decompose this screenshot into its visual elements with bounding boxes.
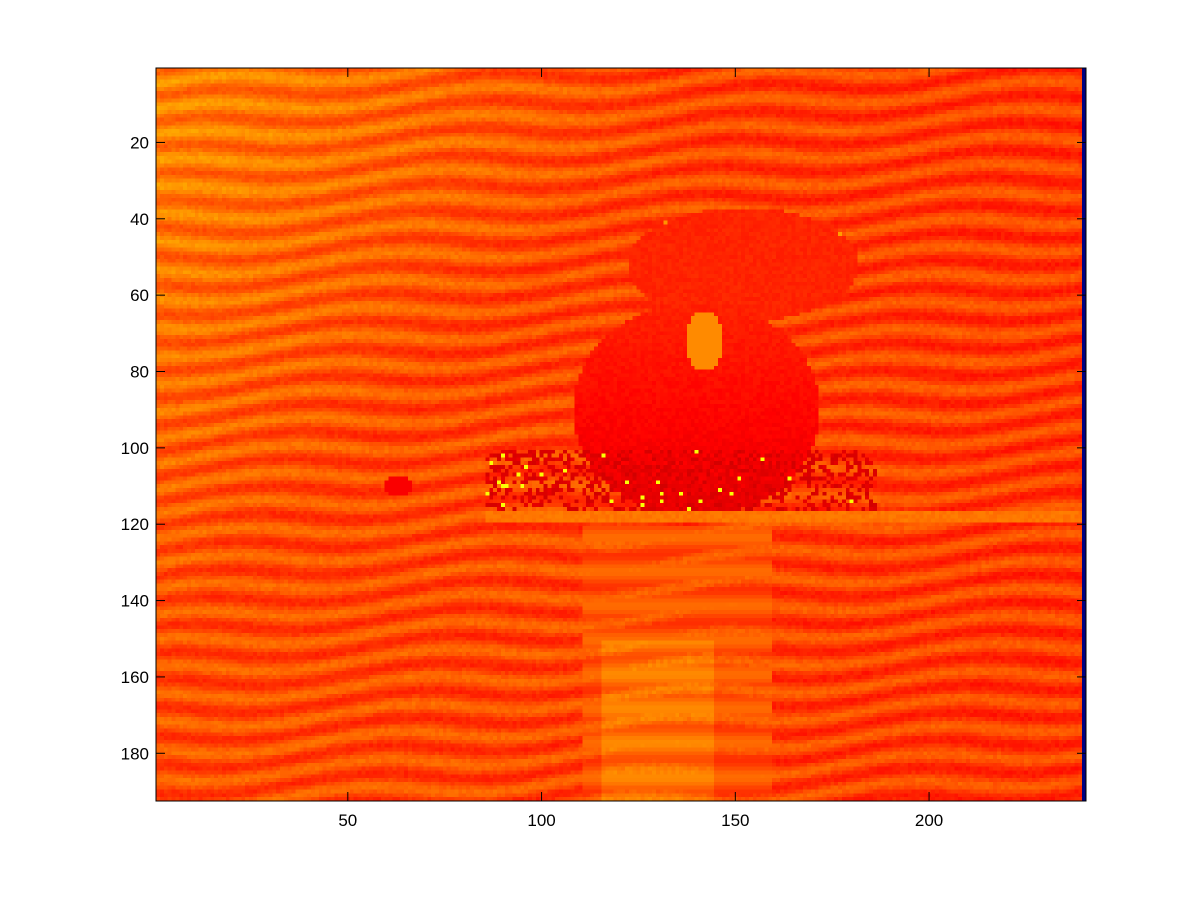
y-tick-label: 120 [121,515,149,534]
x-axis: 50 100 150 200 [338,68,943,830]
x-tick-label: 100 [527,811,555,830]
y-tick-label: 100 [121,439,149,458]
x-tick-label: 200 [915,811,943,830]
plot-area: 50 100 150 200 20 40 60 80 100 120 140 160 180 [121,67,1087,830]
y-tick-label: 180 [121,744,149,763]
y-tick-label: 40 [130,210,149,229]
y-tick-label: 80 [130,363,149,382]
y-tick-label: 20 [130,133,149,152]
x-tick-label: 150 [721,811,749,830]
y-tick-label: 140 [121,592,149,611]
x-tick-label: 50 [338,811,357,830]
heatmap-image [156,68,1086,801]
y-tick-label: 160 [121,668,149,687]
y-axis: 20 40 60 80 100 120 140 160 180 [121,133,1086,763]
y-tick-label: 60 [130,286,149,305]
axes-box [155,67,1087,802]
